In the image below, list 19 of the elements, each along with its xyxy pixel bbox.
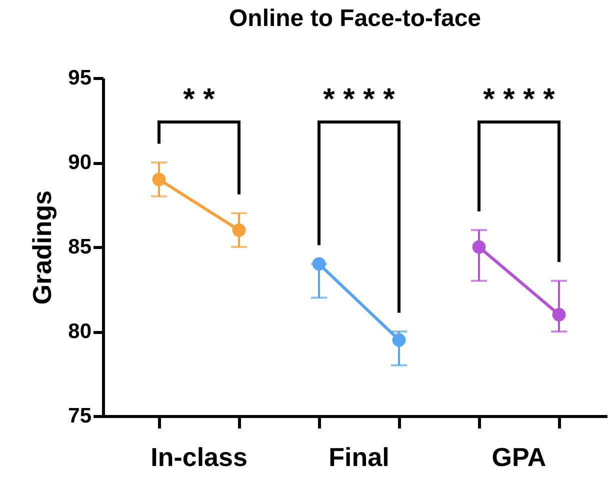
point xyxy=(552,308,566,322)
y-axis-title: Gradings xyxy=(27,190,58,305)
y-tick-label: 85 xyxy=(68,236,92,258)
annotation: * * * * xyxy=(483,82,556,116)
text: In-class xyxy=(150,442,248,472)
y-tick-label: 95 xyxy=(68,66,92,90)
text: GPA xyxy=(492,442,546,472)
point xyxy=(472,240,486,254)
point xyxy=(152,172,166,186)
chart-title: Online to Face-to-face xyxy=(228,5,482,32)
point xyxy=(232,223,246,237)
annotation: * * xyxy=(183,82,216,116)
point xyxy=(392,333,406,347)
annotation: * * * * xyxy=(323,82,396,116)
text: Final xyxy=(328,442,390,472)
point xyxy=(312,257,326,271)
y-tick-label: 90 xyxy=(68,151,92,174)
y-tick-label: 75 xyxy=(68,404,92,428)
y-tick-label: 80 xyxy=(68,320,92,343)
